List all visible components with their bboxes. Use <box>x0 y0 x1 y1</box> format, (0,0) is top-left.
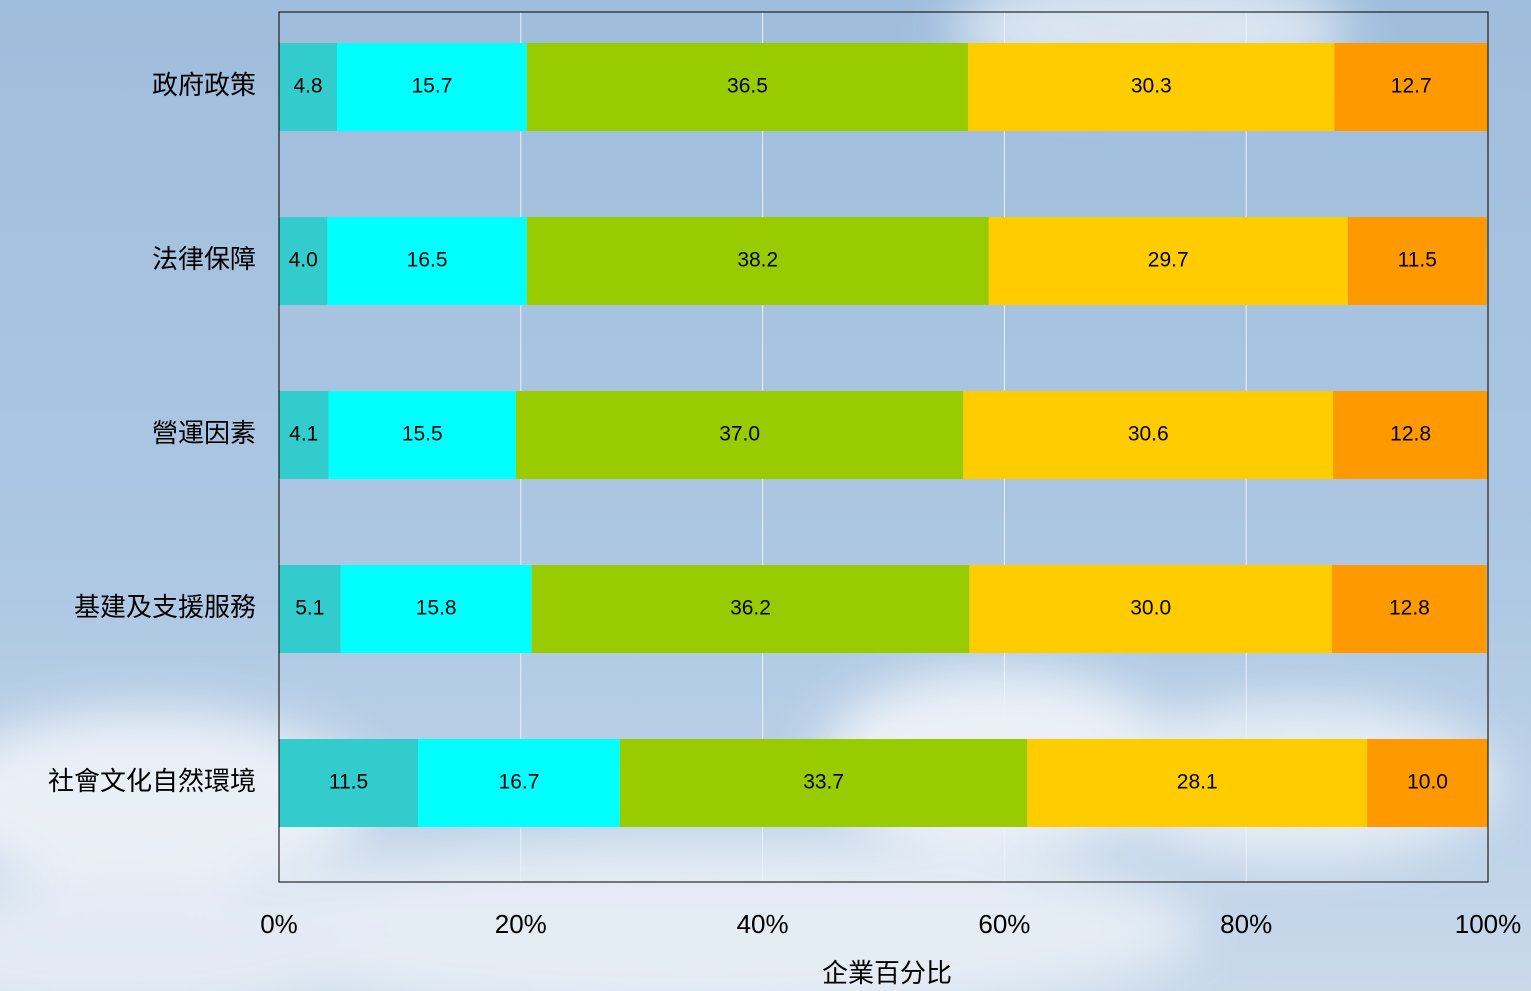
x-tick-label: 100% <box>1455 909 1522 939</box>
bar-segment <box>619 739 1028 827</box>
data-label: 12.8 <box>1389 597 1430 620</box>
data-label: 11.5 <box>1398 249 1437 272</box>
data-label: 4.1 <box>289 423 318 446</box>
data-label: 10.0 <box>1407 771 1448 794</box>
x-tick-label: 80% <box>1220 909 1272 939</box>
bar-segment <box>1334 43 1488 131</box>
data-label: 30.3 <box>1131 75 1172 98</box>
data-label: 29.7 <box>1148 249 1189 272</box>
data-label: 11.5 <box>329 771 368 794</box>
x-tick-label: 0% <box>260 909 298 939</box>
bar-segment <box>279 43 338 131</box>
bar-segment <box>526 217 989 305</box>
data-label: 30.0 <box>1130 597 1171 620</box>
bar-segment <box>279 217 328 305</box>
x-tick-label: 20% <box>495 909 547 939</box>
data-label: 38.2 <box>737 249 778 272</box>
bar-segment <box>340 565 532 653</box>
bar-segment <box>988 217 1348 305</box>
data-label: 12.7 <box>1391 75 1432 98</box>
bar-segment <box>1367 739 1488 827</box>
data-label: 37.0 <box>719 423 760 446</box>
plot-border <box>278 11 1489 883</box>
data-label: 28.1 <box>1177 771 1218 794</box>
data-label: 15.5 <box>402 423 443 446</box>
x-tick-label: 60% <box>978 909 1030 939</box>
bar-segment <box>526 43 969 131</box>
bar-segment <box>1332 565 1487 653</box>
bar-segment <box>1333 391 1488 479</box>
bar-segment <box>328 391 516 479</box>
data-label: 5.1 <box>295 597 324 620</box>
bar-segment <box>337 43 527 131</box>
y-tick-label: 營運因素 <box>152 418 256 448</box>
data-label: 16.7 <box>499 771 540 794</box>
bar-segment <box>418 739 620 827</box>
bar-segment <box>969 565 1333 653</box>
data-label: 36.2 <box>730 597 771 620</box>
bar-segment <box>279 739 419 827</box>
data-label: 16.5 <box>407 249 448 272</box>
data-label: 33.7 <box>803 771 844 794</box>
bar-segment <box>1347 217 1487 305</box>
data-label: 4.0 <box>289 249 318 272</box>
bar-segment <box>279 391 329 479</box>
bar-segment <box>327 217 527 305</box>
bar-segment <box>1027 739 1368 827</box>
data-label: 12.8 <box>1390 423 1431 446</box>
bar-segment <box>279 565 341 653</box>
y-tick-label: 社會文化自然環境 <box>48 766 256 796</box>
x-axis-label: 企業百分比 <box>822 958 952 988</box>
y-tick-label: 政府政策 <box>152 70 256 100</box>
bar-segment <box>531 565 970 653</box>
y-tick-label: 法律保障 <box>152 244 256 274</box>
bar-segment <box>968 43 1335 131</box>
bar-segment <box>963 391 1334 479</box>
data-label: 15.7 <box>412 75 453 98</box>
x-tick-label: 40% <box>737 909 789 939</box>
y-tick-label: 基建及支援服務 <box>74 592 256 622</box>
data-label: 30.6 <box>1128 423 1169 446</box>
data-label: 4.8 <box>293 75 322 98</box>
data-label: 36.5 <box>727 75 768 98</box>
bar-segment <box>515 391 964 479</box>
data-label: 15.8 <box>416 597 457 620</box>
